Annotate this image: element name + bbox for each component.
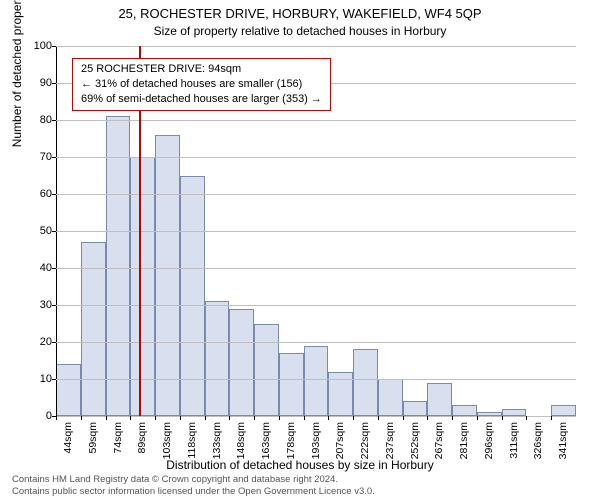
bar <box>229 309 254 416</box>
x-tick-label: 103sqm <box>161 422 173 472</box>
x-tick-mark <box>378 416 379 420</box>
bar <box>304 346 329 416</box>
bar <box>353 349 378 416</box>
y-tick-mark <box>52 46 56 47</box>
x-tick-mark <box>279 416 280 420</box>
x-tick-label: 163sqm <box>260 422 272 472</box>
x-tick-mark <box>452 416 453 420</box>
y-tick-mark <box>52 268 56 269</box>
info-line-3: 69% of semi-detached houses are larger (… <box>81 92 322 107</box>
x-tick-label: 118sqm <box>186 422 198 472</box>
x-tick-mark <box>205 416 206 420</box>
x-tick-mark <box>155 416 156 420</box>
y-tick-label: 90 <box>22 77 52 89</box>
x-tick-mark <box>526 416 527 420</box>
footer-line-1: Contains HM Land Registry data © Crown c… <box>12 474 375 485</box>
chart-container: 25, ROCHESTER DRIVE, HORBURY, WAKEFIELD,… <box>0 0 600 500</box>
x-tick-label: 341sqm <box>557 422 569 472</box>
x-tick-mark <box>502 416 503 420</box>
x-tick-label: 237sqm <box>384 422 396 472</box>
y-tick-mark <box>52 305 56 306</box>
y-tick-mark <box>52 120 56 121</box>
bar <box>130 157 155 416</box>
chart-title-sub: Size of property relative to detached ho… <box>0 24 600 38</box>
y-tick-mark <box>52 83 56 84</box>
grid-line <box>56 342 576 343</box>
x-tick-label: 193sqm <box>310 422 322 472</box>
x-tick-mark <box>427 416 428 420</box>
y-tick-label: 30 <box>22 299 52 311</box>
x-tick-label: 326sqm <box>532 422 544 472</box>
x-tick-mark <box>130 416 131 420</box>
bar <box>155 135 180 416</box>
grid-line <box>56 194 576 195</box>
grid-line <box>56 120 576 121</box>
x-tick-label: 148sqm <box>235 422 247 472</box>
x-tick-label: 133sqm <box>211 422 223 472</box>
y-tick-label: 60 <box>22 188 52 200</box>
y-tick-label: 50 <box>22 225 52 237</box>
footer: Contains HM Land Registry data © Crown c… <box>12 474 375 497</box>
y-tick-label: 70 <box>22 151 52 163</box>
bar <box>106 116 131 416</box>
x-tick-mark <box>551 416 552 420</box>
x-tick-mark <box>353 416 354 420</box>
x-tick-label: 281sqm <box>458 422 470 472</box>
x-tick-label: 207sqm <box>334 422 346 472</box>
y-tick-label: 10 <box>22 373 52 385</box>
grid-line <box>56 379 576 380</box>
bar <box>403 401 428 416</box>
info-line-1: 25 ROCHESTER DRIVE: 94sqm <box>81 62 322 77</box>
x-tick-mark <box>304 416 305 420</box>
grid-line <box>56 305 576 306</box>
y-tick-label: 0 <box>22 410 52 422</box>
x-tick-label: 296sqm <box>483 422 495 472</box>
y-tick-mark <box>52 157 56 158</box>
grid-line <box>56 157 576 158</box>
x-tick-mark <box>229 416 230 420</box>
info-box: 25 ROCHESTER DRIVE: 94sqm ← 31% of detac… <box>72 58 331 111</box>
footer-line-2: Contains public sector information licen… <box>12 486 375 497</box>
x-tick-label: 267sqm <box>433 422 445 472</box>
x-tick-mark <box>81 416 82 420</box>
x-tick-mark <box>403 416 404 420</box>
x-tick-label: 59sqm <box>87 422 99 472</box>
bar <box>56 364 81 416</box>
y-tick-label: 100 <box>22 40 52 52</box>
y-tick-mark <box>52 342 56 343</box>
x-tick-mark <box>477 416 478 420</box>
bar <box>378 379 403 416</box>
x-tick-mark <box>180 416 181 420</box>
y-tick-mark <box>52 379 56 380</box>
grid-line <box>56 46 576 47</box>
x-tick-label: 311sqm <box>508 422 520 472</box>
x-tick-mark <box>328 416 329 420</box>
bar <box>452 405 477 416</box>
x-tick-label: 44sqm <box>62 422 74 472</box>
grid-line <box>56 268 576 269</box>
x-tick-mark <box>106 416 107 420</box>
y-tick-mark <box>52 194 56 195</box>
grid-line <box>56 416 576 417</box>
bar <box>502 409 527 416</box>
bar <box>551 405 576 416</box>
bar <box>254 324 279 417</box>
x-tick-label: 252sqm <box>409 422 421 472</box>
info-line-2: ← 31% of detached houses are smaller (15… <box>81 77 322 92</box>
x-tick-mark <box>254 416 255 420</box>
y-tick-label: 40 <box>22 262 52 274</box>
x-tick-label: 222sqm <box>359 422 371 472</box>
x-tick-label: 74sqm <box>112 422 124 472</box>
bar <box>205 301 230 416</box>
y-tick-label: 20 <box>22 336 52 348</box>
bar <box>427 383 452 416</box>
chart-title-main: 25, ROCHESTER DRIVE, HORBURY, WAKEFIELD,… <box>0 6 600 21</box>
x-tick-label: 178sqm <box>285 422 297 472</box>
x-tick-mark <box>56 416 57 420</box>
grid-line <box>56 231 576 232</box>
x-tick-label: 89sqm <box>136 422 148 472</box>
bar <box>279 353 304 416</box>
y-tick-label: 80 <box>22 114 52 126</box>
y-tick-mark <box>52 231 56 232</box>
